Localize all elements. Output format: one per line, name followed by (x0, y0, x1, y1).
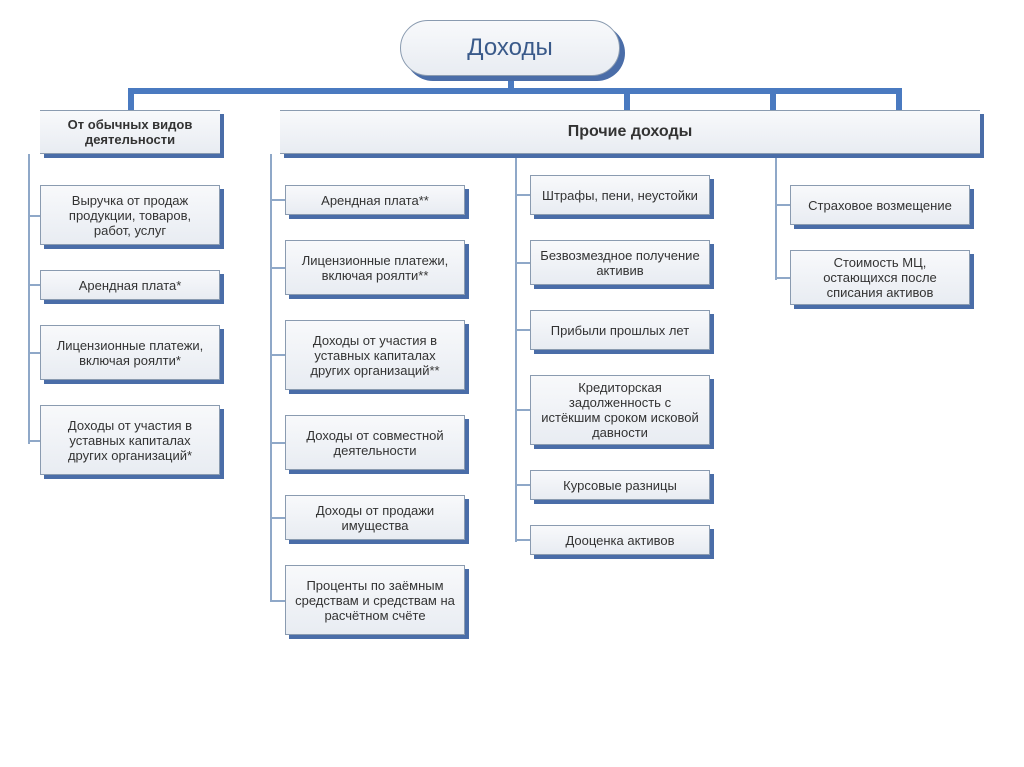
col2-item: Лицензионные платежи, включая роялти** (285, 240, 465, 295)
col3-item: Штрафы, пени, неустойки (530, 175, 710, 215)
branch-ordinary: От обычных видов деятельности (40, 110, 220, 154)
col1-item: Выручка от продаж продукции, товаров, ра… (40, 185, 220, 245)
col3-item: Безвозмездное получение активив (530, 240, 710, 285)
col1-item: Арендная плата* (40, 270, 220, 300)
col2-item: Доходы от участия в уставных капиталах д… (285, 320, 465, 390)
col1-item: Лицензионные платежи, включая роялти* (40, 325, 220, 380)
col2-item: Проценты по заёмным средствам и средства… (285, 565, 465, 635)
col3-item: Прибыли прошлых лет (530, 310, 710, 350)
col2-item: Доходы от совместной деятельности (285, 415, 465, 470)
root-node: Доходы (400, 20, 620, 76)
col3-item: Кредиторская задолженность с истёкшим ср… (530, 375, 710, 445)
branch-other: Прочие доходы (280, 110, 980, 154)
col3-item: Дооценка активов (530, 525, 710, 555)
col2-item: Арендная плата** (285, 185, 465, 215)
col4-item: Стоимость МЦ, остающихся после списания … (790, 250, 970, 305)
col2-item: Доходы от продажи имущества (285, 495, 465, 540)
col3-item: Курсовые разницы (530, 470, 710, 500)
col1-item: Доходы от участия в уставных капиталах д… (40, 405, 220, 475)
col4-item: Страховое возмещение (790, 185, 970, 225)
